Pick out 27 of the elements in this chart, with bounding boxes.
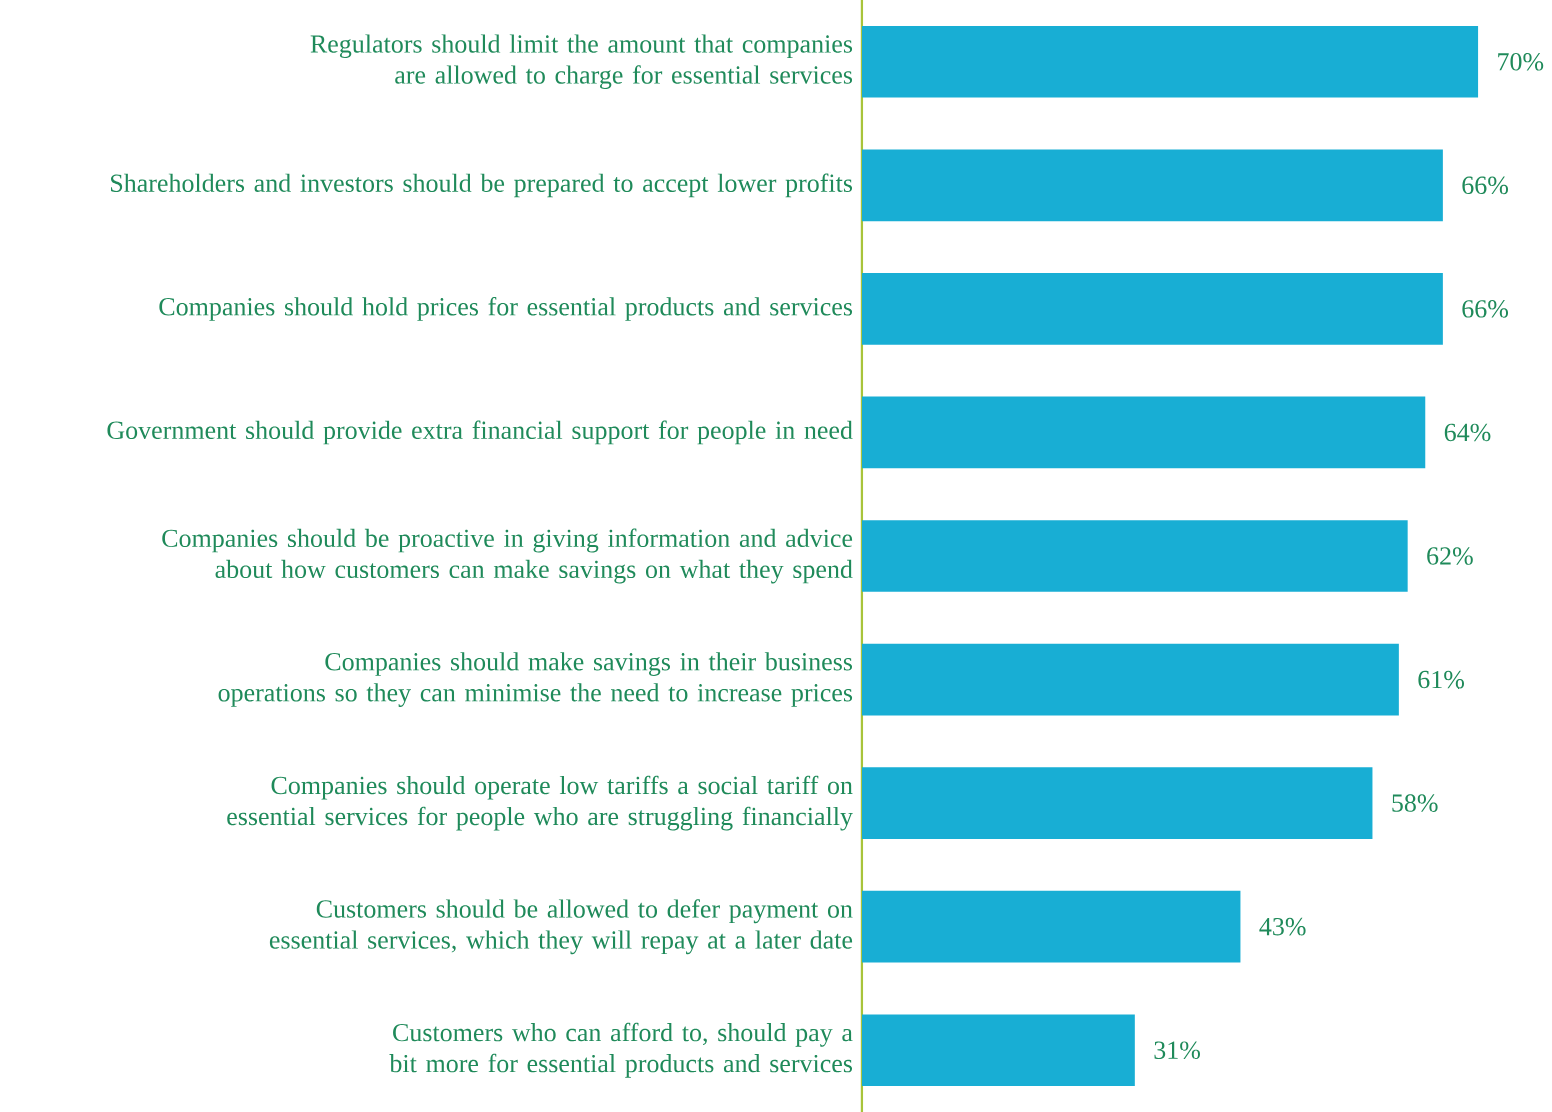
bar (862, 1014, 1135, 1087)
y-tick-label: Companies should hold prices for essential products and services (159, 296, 853, 321)
y-tick-label: Government should provide extra financial support for people in need (107, 420, 853, 445)
y-tick-label: Companies should make savings in their business operations so they can minimise the need to increase prices (218, 652, 853, 707)
data-label: 61% (1418, 670, 1465, 689)
bar (862, 396, 1426, 469)
bar (862, 273, 1443, 345)
y-tick-label: Shareholders and investors should be prepared to accept lower profits (111, 173, 853, 198)
data-label: 70% (1498, 52, 1544, 71)
bar (862, 25, 1479, 98)
data-label: 66% (1462, 176, 1509, 195)
y-tick-label: Customers who can afford to, should pay a bit more for essential products and services (389, 1022, 853, 1078)
bar (862, 643, 1399, 716)
y-tick-label: Companies should operate low tariffs a social tariff on essential services for people who are struggling financially (227, 775, 853, 831)
y-tick-label: Customers should be allowed to defer payment on essential services, which they will repay at a later date (269, 899, 853, 955)
data-label: 58% (1392, 794, 1438, 812)
data-label: 66% (1462, 300, 1509, 318)
bar (862, 890, 1241, 963)
data-label: 31% (1154, 1041, 1200, 1060)
bar (862, 767, 1373, 839)
bar (862, 520, 1408, 592)
data-label: 62% (1427, 547, 1473, 565)
data-label: 43% (1259, 917, 1306, 936)
data-label: 64% (1444, 423, 1491, 442)
bar (862, 149, 1443, 222)
y-tick-label: Companies should be proactive in giving information and advice about how customers can make savings on what they spend (162, 528, 853, 584)
y-tick-label: Regulators should limit the amount that companies are allowed to charge for essential services (310, 34, 853, 90)
